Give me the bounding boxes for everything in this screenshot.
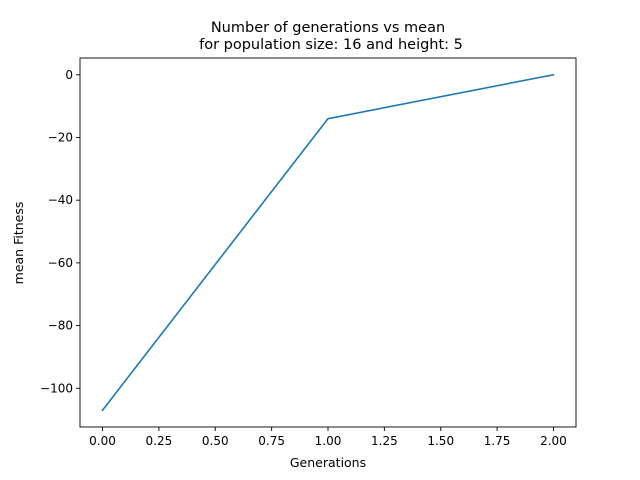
- y-tick-label: −100: [40, 381, 73, 395]
- x-tick-label: 0.00: [89, 434, 116, 448]
- x-tick-label: 1.50: [427, 434, 454, 448]
- chart-title-line-2: for population size: 16 and height: 5: [199, 37, 463, 53]
- x-tick-label: 0.75: [258, 434, 285, 448]
- x-tick-label: 1.75: [484, 434, 511, 448]
- x-tick-label: 1.25: [371, 434, 398, 448]
- x-tick-label: 0.25: [146, 434, 173, 448]
- y-tick-label: −60: [48, 256, 73, 270]
- y-axis-label: mean Fitness: [11, 202, 26, 285]
- x-tick-label: 0.50: [202, 434, 229, 448]
- chart-title-line-1: Number of generations vs mean: [211, 20, 445, 36]
- x-tick-label: 2.00: [540, 434, 567, 448]
- series-line-0: [101, 73, 555, 412]
- x-tick-label: 1.00: [315, 434, 342, 448]
- y-tick-label: −20: [48, 130, 73, 144]
- y-tick-label: −40: [48, 193, 73, 207]
- y-tick-label: −80: [48, 319, 73, 333]
- x-axis-label: Generations: [290, 455, 366, 470]
- y-tick-label: 0: [65, 68, 73, 82]
